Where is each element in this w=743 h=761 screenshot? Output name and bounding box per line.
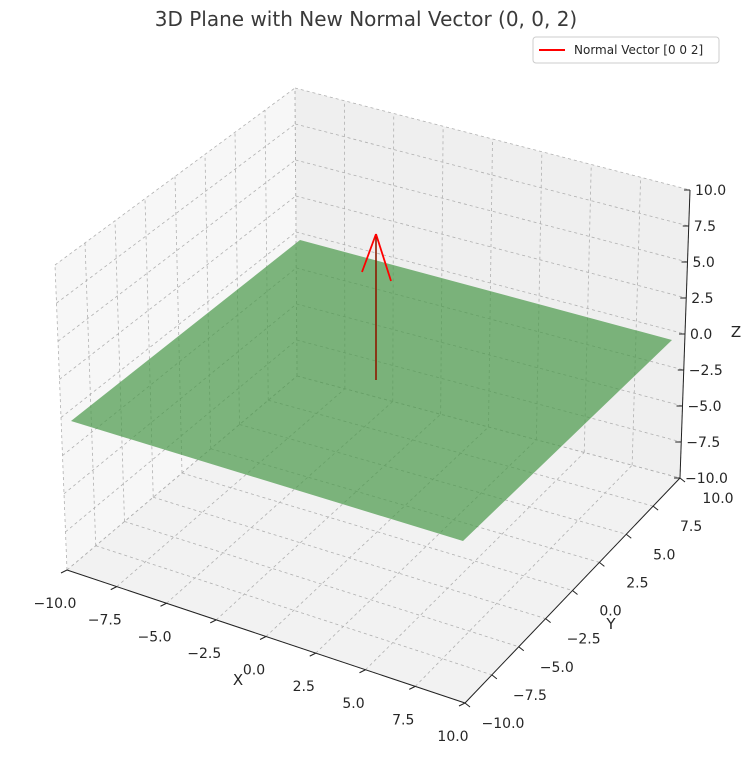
x-tick (259, 636, 267, 640)
grid-line-floor-x (414, 464, 633, 687)
chart-title: 3D Plane with New Normal Vector (0, 0, 2… (155, 7, 577, 31)
x-tick (409, 685, 416, 690)
grid-line-back-z (295, 195, 687, 299)
y-tick (625, 533, 632, 539)
x-tick (60, 569, 68, 574)
x-tick-label: −10.0 (34, 596, 77, 612)
x-tick (210, 619, 217, 624)
grid-line-floor-y (124, 521, 519, 648)
y-tick-label: 2.5 (626, 575, 648, 591)
x-tick-label: 2.5 (293, 679, 315, 695)
y-tick-label: 0.0 (599, 604, 621, 620)
z-tick-label: 5.0 (693, 255, 715, 271)
x-tick-label: −5.0 (138, 629, 172, 645)
z-tick-label: −5.0 (688, 399, 722, 415)
x-tick (458, 702, 466, 707)
grid-line-left-z (60, 231, 297, 418)
y-tick (679, 477, 686, 483)
y-tick (464, 702, 471, 708)
vector-layer (361, 233, 392, 380)
x-tick-label: 10.0 (437, 729, 468, 745)
z-tick-label: 2.5 (691, 291, 713, 307)
x-tick-label: −7.5 (88, 613, 122, 629)
y-tick (518, 646, 525, 652)
y-tick (652, 505, 659, 511)
plane-surface (71, 240, 672, 541)
grid-line-back-z (295, 231, 686, 335)
grid-line-left-z (66, 375, 298, 571)
y-tick-label: −5.0 (540, 660, 574, 676)
grid-line-left-y (144, 198, 154, 498)
y-tick-label: −2.5 (567, 632, 601, 648)
grid-line-floor-y (153, 496, 546, 620)
x-tick-label: 0.0 (243, 663, 265, 679)
x-axis-label: X (233, 671, 243, 689)
grid-line-floor-y (181, 472, 573, 591)
z-tick-label: 0.0 (690, 327, 712, 343)
y-tick-label: −7.5 (513, 688, 547, 704)
x-tick (309, 652, 316, 657)
z-tick-label: 7.5 (694, 219, 716, 235)
legend-box (532, 36, 720, 64)
z-tick-label: −2.5 (689, 363, 723, 379)
x-tick-label: −2.5 (187, 646, 221, 662)
y-tick (599, 561, 605, 567)
legend: Normal Vector [0 0 2] (532, 36, 720, 64)
x-tick-label: 7.5 (392, 712, 414, 728)
tick-marks (60, 189, 690, 708)
normal-vector-head-left (361, 233, 377, 273)
z-tick-label: 10.0 (695, 183, 726, 199)
grid-line-back-z (295, 123, 689, 227)
x-tick-label: 5.0 (342, 696, 364, 712)
grid-line-left-z (59, 195, 296, 380)
z-tick-label: −7.5 (686, 435, 720, 451)
y-tick (545, 618, 551, 624)
normal-vector-head-right (375, 233, 392, 282)
y-tick-label: −10.0 (482, 716, 525, 732)
x-tick (160, 602, 167, 607)
z-tick-label: −10.0 (685, 471, 728, 487)
y-tick (572, 590, 578, 595)
tick-labels: −10.0−7.5−5.0−2.50.02.55.07.510.0−10.0−7… (34, 183, 734, 745)
grid-line-left-z (54, 87, 296, 266)
x-tick (359, 669, 366, 674)
y-tick-label: 7.5 (680, 519, 702, 535)
y-tick-label: 10.0 (702, 491, 733, 507)
y-axis-label: Y (605, 615, 616, 633)
grid-line-left-z (57, 159, 296, 342)
grid-line-back-x (631, 177, 642, 466)
y-tick-label: 5.0 (653, 547, 675, 563)
grid-line-left-z (56, 123, 296, 304)
z-axis-label: Z (731, 323, 741, 341)
x-tick (110, 586, 117, 591)
grid-line-back-z (294, 87, 691, 191)
grid-line-back-z (295, 159, 688, 263)
legend-label: Normal Vector [0 0 2] (574, 43, 703, 57)
y-tick (491, 674, 498, 680)
plane-layer (71, 240, 672, 541)
